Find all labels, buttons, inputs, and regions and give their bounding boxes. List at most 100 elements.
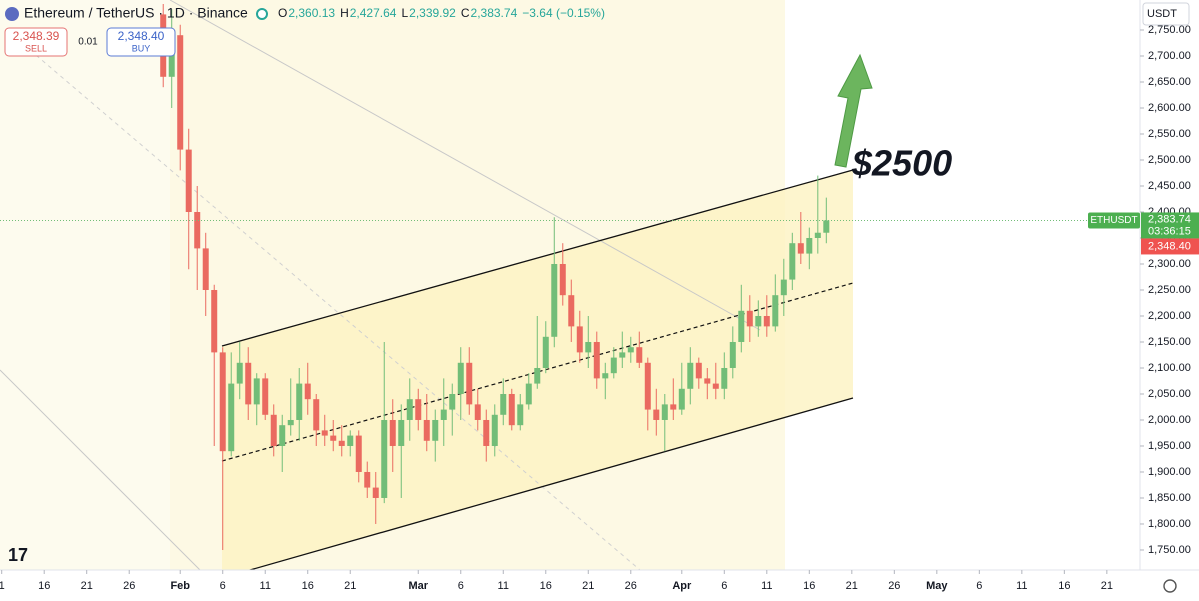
y-tick-label: 2,550.00	[1148, 128, 1191, 140]
x-tick-label: 26	[888, 580, 900, 592]
axes: 1,750.00 1,800.00 1,850.00 1,900.00 1,950.00…	[0, 24, 1191, 592]
candle-body	[177, 35, 184, 150]
trend-line	[29, 49, 641, 570]
candle-body	[347, 435, 354, 446]
bg-zone	[0, 0, 170, 570]
candle-body	[695, 362, 702, 379]
y-tick-label: 2,200.00	[1148, 310, 1191, 322]
candle-body	[738, 310, 745, 342]
x-tick-label: 6	[458, 580, 464, 592]
x-tick-label: Apr	[672, 580, 692, 592]
x-tick-label: 11	[260, 580, 271, 592]
x-tick-label: 16	[1058, 580, 1070, 592]
candle-body	[585, 341, 592, 353]
x-tick-label: 11	[498, 580, 509, 592]
candle-body	[687, 362, 694, 389]
currency-button[interactable]	[1142, 2, 1190, 26]
x-tick-label: 16	[540, 580, 552, 592]
candle-body	[559, 263, 566, 296]
ohlc-change: −3.64 (−0.15%)	[522, 6, 605, 20]
channel-lower	[247, 397, 854, 570]
candle-body	[296, 383, 303, 420]
x-tick-label: 21	[582, 580, 594, 592]
sell-button[interactable]	[4, 27, 68, 57]
y-tick-label: 2,000.00	[1148, 414, 1191, 426]
candle-body	[644, 362, 651, 410]
x-tick-label: 21	[1101, 580, 1113, 592]
candle-body	[517, 404, 524, 426]
x-tick-label: Feb	[170, 580, 190, 592]
candle-body	[729, 341, 736, 368]
sell-price: 2,348.39	[13, 29, 60, 43]
candle-body	[636, 347, 643, 363]
candle-body	[372, 487, 379, 498]
ohlc-value: 2,339.92	[409, 6, 456, 20]
candle-body	[627, 347, 634, 353]
x-tick-label: Mar	[408, 580, 428, 592]
x-tick-label: 21	[344, 580, 356, 592]
y-tick-label: 1,950.00	[1148, 440, 1191, 452]
candle-body	[228, 383, 235, 452]
candle-body	[661, 404, 668, 420]
annotation: $2500	[851, 143, 952, 184]
candle-body	[202, 248, 209, 290]
x-tick-label: 6	[220, 580, 226, 592]
candle-body	[823, 220, 830, 233]
candle-body	[449, 393, 456, 410]
countdown-tag: 03:36:15	[1148, 225, 1191, 237]
candle-body	[270, 414, 277, 446]
y-tick-label: 2,250.00	[1148, 284, 1191, 296]
x-tick-label: 26	[625, 580, 637, 592]
buy-button[interactable]	[106, 27, 176, 57]
ohlc-value: 2,360.13	[288, 6, 335, 20]
candle-body	[355, 435, 362, 472]
y-tick-label: 2,650.00	[1148, 76, 1191, 88]
bid-tag-bg	[1141, 238, 1199, 255]
x-tick-label: 16	[803, 580, 815, 592]
candle-body	[440, 409, 447, 420]
settings-icon[interactable]	[1163, 579, 1177, 593]
trend-line	[169, 0, 761, 331]
candle-body	[797, 243, 804, 254]
candle-body	[670, 404, 677, 410]
candle-body	[406, 399, 413, 420]
y-tick-label: 2,050.00	[1148, 388, 1191, 400]
candle-body	[262, 378, 269, 415]
candle-body	[806, 237, 813, 254]
trend-line	[0, 369, 201, 570]
candle-body	[185, 149, 192, 212]
y-tick-label: 1,850.00	[1148, 492, 1191, 504]
x-tick-label: 16	[38, 580, 50, 592]
candle-body	[423, 419, 430, 441]
x-tick-label: 21	[846, 580, 858, 592]
candle-body	[576, 326, 583, 353]
ohlc-key: L	[401, 6, 408, 20]
candle-body	[483, 419, 490, 446]
y-tick-label: 1,800.00	[1148, 518, 1191, 530]
candle-body	[602, 373, 609, 379]
candle-body	[389, 419, 396, 446]
y-tick-label: 2,750.00	[1148, 24, 1191, 36]
x-tick-label: 6	[976, 580, 982, 592]
candle-body	[772, 295, 779, 327]
candle-body	[780, 279, 787, 296]
candle-body	[279, 425, 286, 446]
candle-body	[721, 367, 728, 389]
candle-body	[763, 315, 770, 327]
channel-upper	[221, 169, 854, 347]
symbol-tag-bg	[1088, 212, 1140, 229]
y-tick-label: 2,600.00	[1148, 102, 1191, 114]
candle-body	[755, 315, 762, 327]
candle-body	[534, 367, 541, 384]
candle-body	[313, 399, 320, 431]
ohlc-key: C	[461, 6, 470, 20]
buy-price: 2,348.40	[118, 29, 165, 43]
candle-body	[746, 310, 753, 327]
y-tick-label: 2,500.00	[1148, 154, 1191, 166]
y-tick-label: 2,150.00	[1148, 336, 1191, 348]
candle-body	[381, 419, 388, 498]
candle-body	[364, 471, 371, 488]
x-tick-label: 21	[81, 580, 93, 592]
ohlc-key: O	[278, 6, 287, 20]
